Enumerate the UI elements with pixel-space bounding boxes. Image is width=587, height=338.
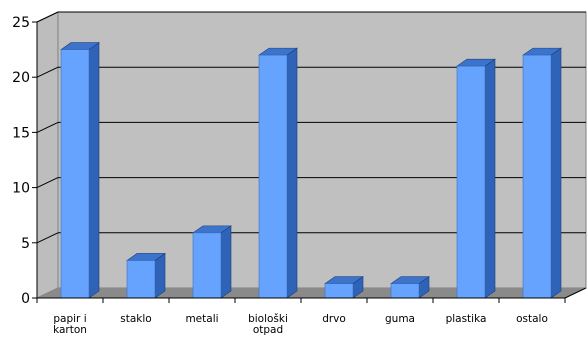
bar-side <box>550 47 562 299</box>
bar-front <box>126 260 156 299</box>
y-tick-label: 5 <box>21 236 30 252</box>
gridlines <box>36 11 586 244</box>
x-tick-label: ostalo <box>516 313 548 325</box>
x-tick-label: metali <box>185 313 218 325</box>
x-tick-label-line: staklo <box>120 313 151 325</box>
bar-front <box>324 283 354 299</box>
bar-6 <box>390 276 430 299</box>
bar-front <box>456 65 486 299</box>
bar-side <box>220 225 232 299</box>
gridline-diagonal <box>36 11 59 23</box>
bar-3 <box>192 225 232 299</box>
x-tick-label-line: karton <box>53 324 87 336</box>
x-tick-label-line: otpad <box>253 324 283 336</box>
x-tick-label-line: metali <box>185 313 218 325</box>
x-tick-label-line: guma <box>385 313 415 325</box>
bar-1 <box>60 42 100 299</box>
chart-walls <box>36 11 587 299</box>
x-axis-edge <box>564 287 587 299</box>
y-axis: 0 5 10 15 20 25 <box>12 15 38 307</box>
x-tick-label-line: biološki <box>248 313 288 325</box>
bar-front <box>60 49 90 299</box>
bar-4 <box>258 47 298 299</box>
bar-side <box>286 47 298 299</box>
bar-2 <box>126 252 166 299</box>
y-tick-label: 15 <box>12 125 30 141</box>
bar-7 <box>456 58 496 299</box>
bar-front <box>390 283 420 299</box>
gridline-diagonal <box>36 66 59 78</box>
x-axis: papir i karton staklo metali biološki otpad dr… <box>36 287 587 336</box>
floor <box>37 288 586 298</box>
x-tick-label: papir i karton <box>53 313 87 336</box>
x-tick-label: guma <box>385 313 415 325</box>
x-tick-label: plastika <box>446 313 487 325</box>
bar-front <box>522 54 552 299</box>
bar-5 <box>324 276 364 299</box>
gridline-diagonal <box>36 177 59 189</box>
x-tick-label-line: ostalo <box>516 313 548 325</box>
y-tick-label: 25 <box>12 15 30 31</box>
bar-side <box>88 42 100 299</box>
bar-side <box>154 252 166 299</box>
gridline-diagonal <box>36 121 59 133</box>
bars <box>60 42 562 299</box>
side-wall <box>36 11 59 299</box>
x-tick-label: biološki otpad <box>248 313 288 336</box>
y-tick-label: 20 <box>12 70 30 86</box>
gridline-diagonal <box>36 232 59 244</box>
bar-8 <box>522 47 562 299</box>
bar-front <box>258 54 288 299</box>
x-tick-label: drvo <box>322 313 346 325</box>
back-wall <box>57 11 587 289</box>
x-tick-label-line: drvo <box>322 313 346 325</box>
y-tick-label: 10 <box>12 181 30 197</box>
bar-side <box>484 58 496 299</box>
bar-front <box>192 232 222 299</box>
y-tick-label: 0 <box>21 291 30 307</box>
x-tick-label: staklo <box>120 313 151 325</box>
x-tick-label-line: papir i <box>53 313 86 325</box>
x-tick-label-line: plastika <box>446 313 487 325</box>
